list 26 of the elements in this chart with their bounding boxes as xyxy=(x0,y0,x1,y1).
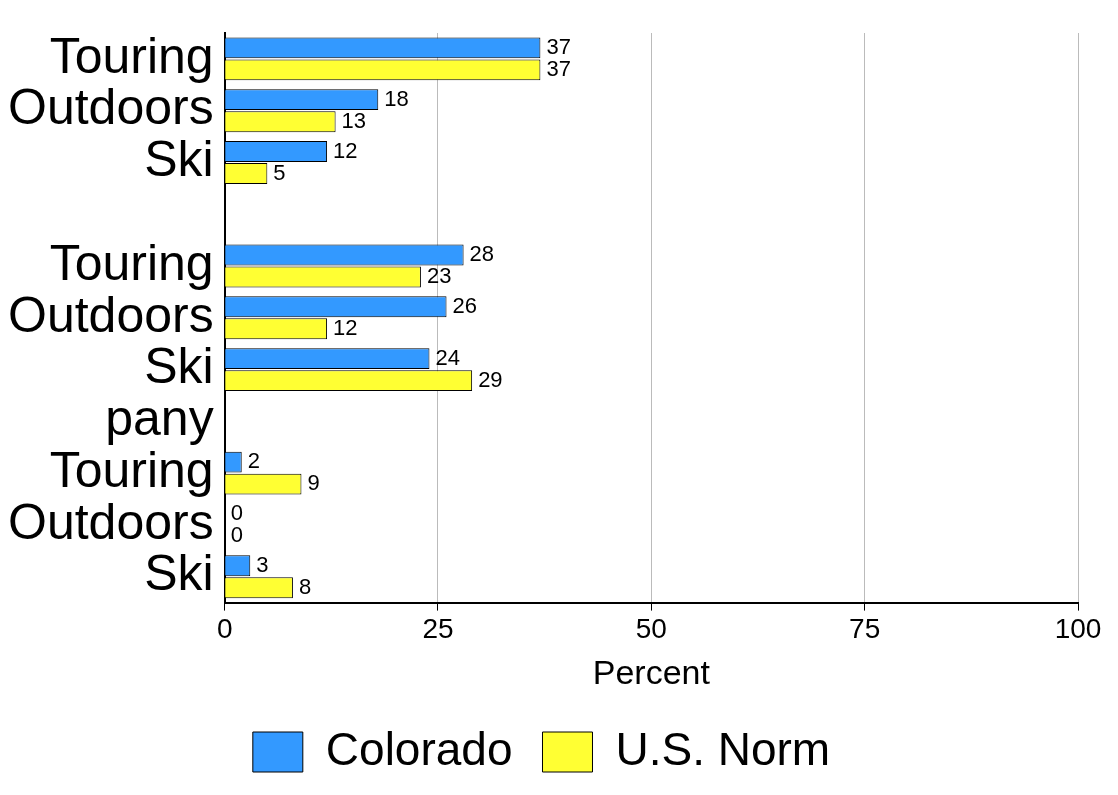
y-tick-label: Touring xyxy=(49,234,214,291)
y-tick-label: Touring xyxy=(49,27,214,84)
legend-label: Colorado xyxy=(325,722,513,775)
x-tick-label: 75 xyxy=(849,613,881,645)
data-label: 3 xyxy=(256,551,269,577)
data-label: 23 xyxy=(426,263,452,289)
data-label: 12 xyxy=(333,137,358,163)
data-label: 8 xyxy=(298,573,312,599)
data-label: 12 xyxy=(333,314,358,340)
x-tick-label: 100 xyxy=(1054,613,1102,645)
data-label: 18 xyxy=(384,85,409,111)
data-label: 26 xyxy=(452,292,478,318)
x-axis-title: Percent xyxy=(592,652,711,691)
y-tick-label: Ski xyxy=(144,545,214,602)
data-label: 2 xyxy=(247,448,260,474)
x-tick-label: 25 xyxy=(422,613,454,645)
legend-label: U.S. Norm xyxy=(615,722,831,775)
y-tick-label: Ski xyxy=(144,131,214,188)
data-label: 28 xyxy=(469,241,495,267)
data-label: 5 xyxy=(273,159,286,185)
x-tick-label: 0 xyxy=(216,613,233,645)
data-label: 13 xyxy=(341,107,367,133)
x-tick-label: 50 xyxy=(635,613,667,645)
data-label: 9 xyxy=(307,470,320,496)
data-label: 24 xyxy=(435,344,460,370)
data-label: 29 xyxy=(478,366,503,392)
